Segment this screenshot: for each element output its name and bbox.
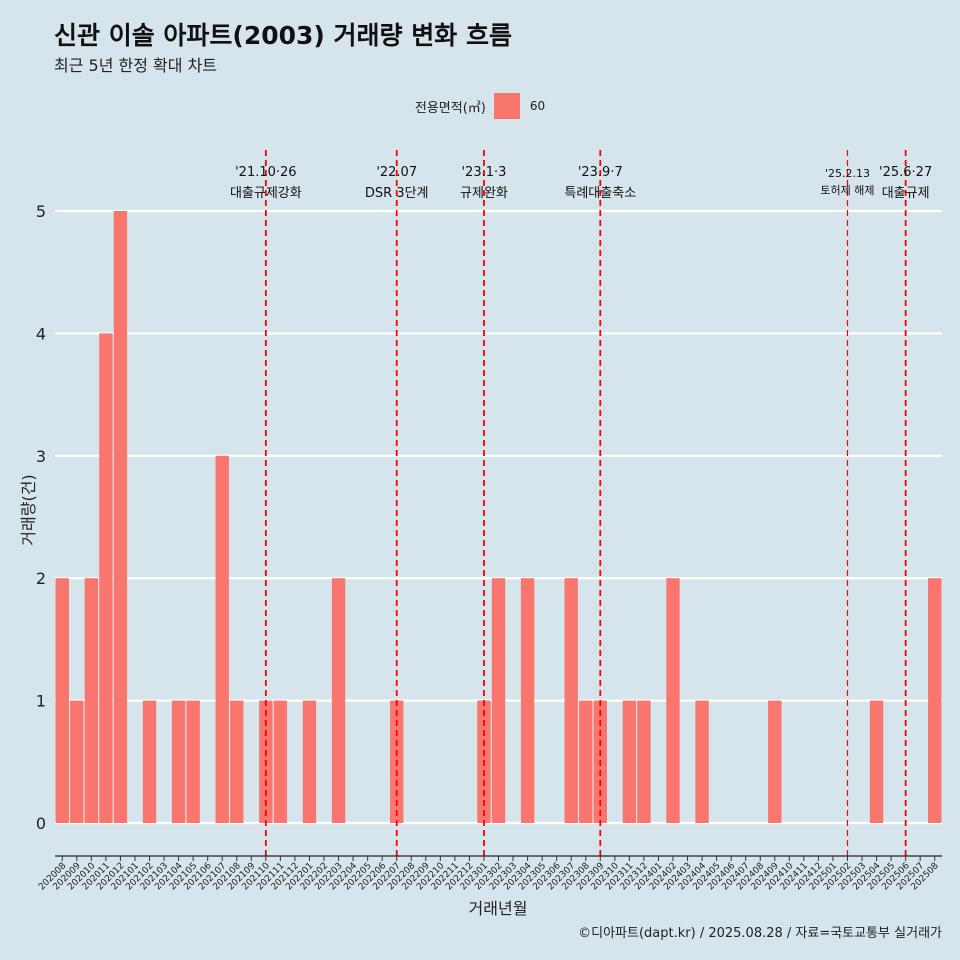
source-caption: ©디아파트(dapt.kr) / 2025.08.28 / 자료=국토교통부 실… bbox=[578, 926, 942, 941]
annotation-date: '21.10·26 bbox=[235, 165, 296, 180]
bar-202311 bbox=[622, 700, 637, 823]
annotation-date: '22.07 bbox=[376, 165, 417, 180]
bar-202111 bbox=[273, 700, 288, 823]
bar-202105 bbox=[186, 700, 200, 823]
annotation-labels: '21.10·26 대출규제강화 '22.07 DSR 3단계 '23.1·3 규제완화 '… bbox=[230, 165, 932, 201]
bar-202504 bbox=[869, 700, 884, 823]
legend: 전용면적(㎡) 60 bbox=[0, 93, 960, 119]
bar-202409 bbox=[768, 700, 782, 823]
bar-202307 bbox=[564, 578, 578, 823]
bar-202302 bbox=[491, 578, 506, 823]
bar-202107 bbox=[215, 455, 229, 823]
bar-202402 bbox=[666, 578, 680, 823]
bar-202308 bbox=[579, 700, 593, 823]
annotation-date: '23.9·7 bbox=[578, 165, 623, 180]
bar-202008 bbox=[55, 578, 69, 823]
y-tick-label: 2 bbox=[36, 569, 46, 588]
annotation-date: '25.2.13 bbox=[825, 167, 870, 180]
annotation-label: 대출규제 bbox=[882, 186, 930, 201]
bar-202508 bbox=[928, 578, 942, 823]
x-axis-label: 거래년월 bbox=[469, 899, 528, 918]
y-tick-label: 1 bbox=[36, 692, 46, 711]
annotation-label: DSR 3단계 bbox=[365, 186, 429, 201]
annotation-lines bbox=[264, 150, 907, 856]
bar-202108 bbox=[230, 700, 244, 823]
legend-title: 전용면적(㎡) bbox=[414, 100, 486, 116]
annotation-label: 규제완화 bbox=[460, 186, 508, 201]
bar-202201 bbox=[302, 700, 317, 823]
annotation-label: 특례대출축소 bbox=[564, 186, 636, 201]
bar-202104 bbox=[171, 700, 186, 823]
annotation-label: 토허제 해제 bbox=[820, 183, 874, 197]
bar-202012 bbox=[113, 211, 128, 823]
legend-label: 60 bbox=[529, 99, 546, 113]
y-tick-labels: 0 1 2 3 4 5 bbox=[36, 202, 46, 833]
y-tick-label: 4 bbox=[36, 324, 46, 343]
y-tick-label: 3 bbox=[36, 447, 46, 466]
bar-202203 bbox=[331, 578, 346, 823]
bar-202304 bbox=[520, 578, 535, 823]
bar-202010 bbox=[84, 578, 99, 823]
bar-202011 bbox=[99, 333, 113, 823]
y-axis-label: 거래량(건) bbox=[19, 474, 38, 545]
bars bbox=[55, 211, 942, 823]
bar-202009 bbox=[70, 700, 84, 823]
bar-202102 bbox=[142, 700, 157, 823]
y-tick-label: 0 bbox=[36, 814, 46, 833]
y-tick-label: 5 bbox=[36, 202, 46, 221]
bar-202404 bbox=[695, 700, 709, 823]
annotation-date: '23.1·3 bbox=[461, 165, 506, 180]
bar-202312 bbox=[637, 700, 651, 823]
chart-subtitle: 최근 5년 한정 확대 차트 bbox=[54, 56, 218, 75]
annotation-date: '25.6·27 bbox=[879, 165, 932, 180]
annotation-label: 대출규제강화 bbox=[230, 186, 302, 201]
legend-swatch bbox=[493, 93, 520, 119]
x-tick-labels: 2020082020092020102020112020122021012021… bbox=[37, 855, 942, 892]
chart-title: 신관 이솔 아파트(2003) 거래량 변화 흐름 bbox=[54, 21, 512, 50]
